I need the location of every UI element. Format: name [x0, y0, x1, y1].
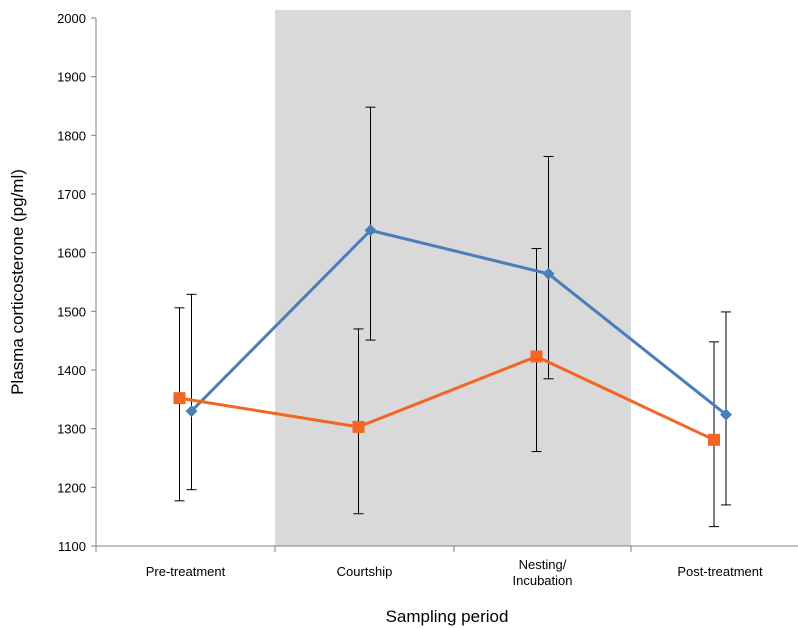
data-point-diamond: [542, 267, 555, 280]
x-category-label: Post-treatment: [677, 564, 763, 579]
data-point-square: [352, 420, 365, 433]
data-point-square: [708, 433, 720, 446]
series-lines: [179, 228, 727, 442]
x-category-label-line: Pre-treatment: [146, 564, 226, 579]
y-tick-label: 1400: [57, 363, 86, 378]
y-tick-label: 1500: [57, 304, 86, 319]
shaded-region: [275, 10, 631, 546]
x-category-label-line: Courtship: [337, 564, 393, 579]
data-point-diamond: [185, 405, 198, 418]
x-category-label-line: Nesting/: [519, 557, 567, 572]
shaded-period-region: [275, 10, 631, 546]
axes: [91, 17, 798, 552]
series-line: [190, 228, 727, 416]
series-line: [179, 355, 715, 442]
y-tick-labels: 1100 1200 1300 1400 1500 1600 1700 1800 1900 2000: [57, 11, 86, 554]
y-axis-title: Plasma corticosterone (pg/ml): [8, 169, 27, 395]
x-axis-title: Sampling period: [386, 607, 509, 626]
y-tick-label: 1300: [57, 422, 86, 437]
data-point-diamond: [364, 224, 377, 237]
y-tick-label: 2000: [57, 11, 86, 26]
x-category-labels: Pre-treatment Courtship Nesting/Incubation…: [146, 557, 763, 588]
y-tick-label: 1600: [57, 246, 86, 261]
data-point-square: [173, 392, 186, 405]
y-tick-label: 1800: [57, 128, 86, 143]
x-category-label-line: Post-treatment: [677, 564, 763, 579]
data-markers: [173, 224, 732, 446]
y-tick-label: 1100: [58, 539, 86, 554]
x-category-label: Courtship: [337, 564, 393, 579]
y-tick-label: 1900: [57, 70, 86, 85]
y-tick-label: 1200: [57, 480, 86, 495]
x-category-label-line: Incubation: [513, 573, 573, 588]
x-category-label: Pre-treatment: [146, 564, 226, 579]
y-tick-label: 1700: [57, 187, 86, 202]
data-point-diamond: [720, 408, 732, 421]
data-point-square: [530, 350, 543, 363]
x-category-label: Nesting/Incubation: [513, 557, 573, 588]
